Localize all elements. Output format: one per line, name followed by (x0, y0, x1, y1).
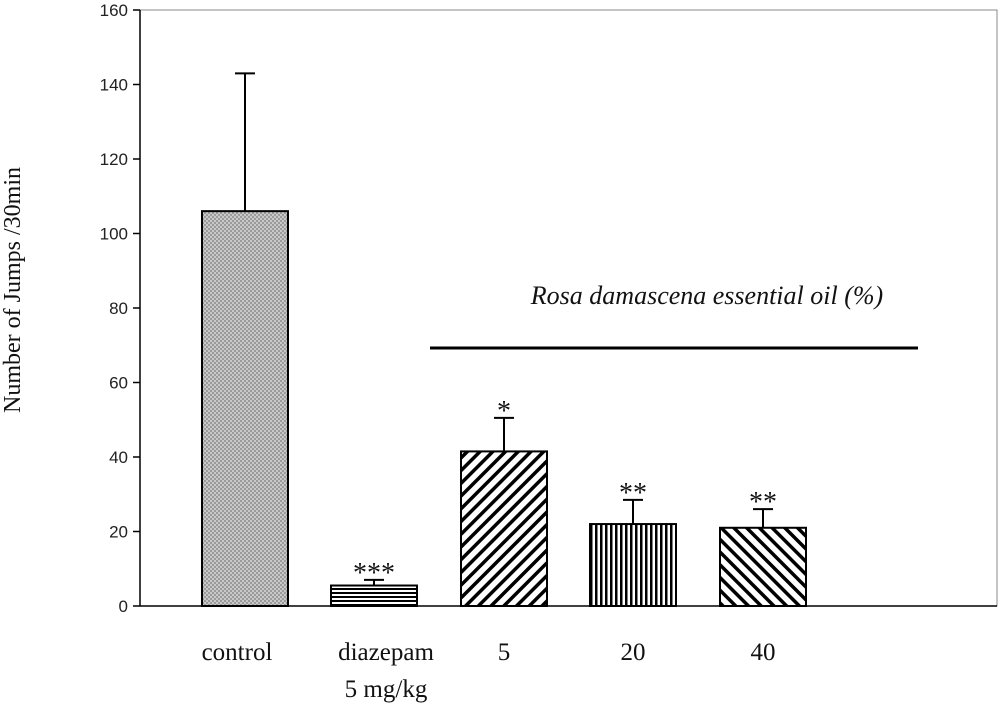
significance-marks: ****** ** (353, 396, 777, 589)
bars (201, 210, 807, 608)
significance-mark: *** (353, 558, 395, 589)
x-category-label: 5 (498, 639, 511, 666)
y-axis-title: Number of Jumps /30min (0, 167, 26, 413)
y-axis-ticks: 0 20 40 60 80 100 120 140 160 (100, 1, 140, 616)
y-tick-label: 100 (100, 225, 128, 244)
y-tick-label: 0 (119, 597, 128, 616)
x-category-label: 40 (751, 639, 776, 666)
x-category-label: 20 (621, 639, 646, 666)
y-tick-label: 140 (100, 76, 128, 95)
bar-40 (719, 526, 807, 608)
significance-mark: ** (749, 487, 777, 518)
y-tick-label: 160 (100, 1, 128, 20)
error-bars (235, 72, 773, 586)
x-category-label: control (202, 639, 273, 666)
category-labels: control diazepam 5 mg/kg 5 20 40 (202, 639, 776, 703)
group-label: Rosa damascena essential oil (%) (530, 281, 883, 310)
y-tick-label: 80 (109, 299, 128, 318)
y-tick-label: 120 (100, 150, 128, 169)
bar-20 (589, 523, 677, 607)
x-category-sublabel: 5 mg/kg (345, 676, 428, 703)
y-tick-label: 40 (109, 448, 128, 467)
y-tick-label: 20 (109, 523, 128, 542)
significance-mark: ** (619, 478, 647, 509)
y-tick-label: 60 (109, 374, 128, 393)
bar-5 (460, 450, 548, 607)
x-category-label: diazepam (338, 639, 434, 666)
significance-mark: * (497, 396, 511, 427)
bar-control (201, 210, 289, 607)
